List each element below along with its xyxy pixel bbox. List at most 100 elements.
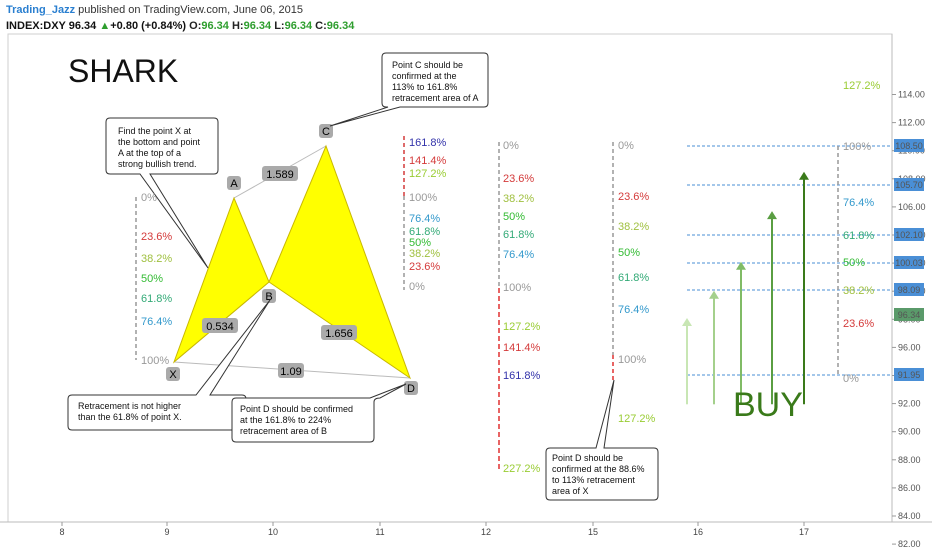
y-tick-label: 90.00: [898, 427, 921, 437]
symbol-line: INDEX:DXY 96.34 ▲+0.80 (+0.84%) O:96.34 …: [6, 20, 354, 32]
svg-text:50%: 50%: [409, 237, 431, 249]
svg-text:Find the point X at: Find the point X at: [118, 126, 192, 136]
fib-xa-retracement: 0% 23.6% 38.2% 50% 61.8% 76.4% 100%: [135, 192, 172, 367]
svg-text:at the 161.8% to 224%: at the 161.8% to 224%: [240, 415, 331, 425]
published-text: published on TradingView.com, June 06, 2…: [78, 4, 303, 16]
open-value: 96.34: [201, 20, 229, 32]
svg-text:50%: 50%: [141, 273, 163, 285]
svg-text:38.2%: 38.2%: [409, 248, 440, 260]
svg-text:100.03: 100.03: [895, 258, 923, 268]
svg-text:Point D should be confirmed: Point D should be confirmed: [240, 404, 353, 414]
fib-c-cluster: 161.8% 141.4% 127.2% 100% 76.4% 61.8% 50…: [403, 136, 447, 293]
point-b-label: B: [262, 289, 276, 303]
callout-point-d-b: Point D should be confirmed at the 161.8…: [231, 383, 407, 443]
fib-targets: 127.2% 100% 76.4% 61.8% 50% 38.2% 23.6% …: [843, 80, 881, 385]
point-d-label: D: [404, 381, 418, 395]
x-tick-label: 15: [588, 527, 598, 537]
svg-text:76.4%: 76.4%: [141, 316, 172, 328]
up-arrow-icon: [736, 261, 746, 270]
svg-text:confirmed at the: confirmed at the: [392, 71, 457, 81]
high-value: 96.34: [243, 20, 272, 32]
svg-text:X: X: [169, 369, 177, 381]
svg-text:100%: 100%: [141, 355, 169, 367]
y-tick-label: 88.00: [898, 455, 921, 465]
svg-text:retracement area of A: retracement area of A: [392, 93, 479, 103]
price-tag-100-03: 100.03: [894, 256, 924, 269]
price-tag-current: 96.34: [894, 308, 924, 321]
svg-text:105.70: 105.70: [895, 180, 923, 190]
svg-text:the bottom and point: the bottom and point: [118, 137, 201, 147]
svg-text:B: B: [265, 291, 272, 303]
symbol-name[interactable]: INDEX:DXY: [6, 20, 66, 32]
svg-text:Point C should be: Point C should be: [392, 60, 463, 70]
svg-text:1.09: 1.09: [280, 366, 301, 378]
svg-text:23.6%: 23.6%: [409, 261, 440, 273]
up-arrow-icon: [682, 318, 692, 327]
svg-text:confirmed at the 88.6%: confirmed at the 88.6%: [552, 464, 645, 474]
y-tick-label: 114.00: [898, 90, 925, 100]
point-x-label: X: [166, 367, 180, 381]
svg-text:50%: 50%: [618, 247, 640, 259]
price-tag-105-70: 105.70: [894, 178, 924, 191]
svg-text:0%: 0%: [503, 140, 519, 152]
svg-text:than the 61.8% of point X.: than the 61.8% of point X.: [78, 412, 182, 422]
svg-text:1.589: 1.589: [266, 169, 294, 181]
svg-text:retracement area of B: retracement area of B: [240, 426, 327, 436]
svg-text:91.95: 91.95: [898, 370, 921, 380]
svg-text:61.8%: 61.8%: [141, 293, 172, 305]
ratio-label-cd-bc: 1.656: [321, 325, 357, 340]
y-tick-label: 86.00: [898, 483, 921, 493]
publish-line: Trading_Jazz published on TradingView.co…: [6, 4, 303, 16]
svg-text:38.2%: 38.2%: [618, 221, 649, 233]
svg-text:61.8%: 61.8%: [618, 272, 649, 284]
price-tag-108-50: 108.50: [894, 139, 924, 152]
svg-text:100%: 100%: [409, 192, 437, 204]
svg-text:96.34: 96.34: [898, 310, 921, 320]
low-label: L:: [274, 20, 285, 32]
last-price: 96.34: [68, 20, 97, 32]
svg-text:161.8%: 161.8%: [503, 370, 541, 382]
close-value: 96.34: [326, 20, 355, 32]
svg-text:127.2%: 127.2%: [503, 321, 541, 333]
y-tick-label: 112.00: [898, 118, 925, 128]
callout-point-c: Point C should be confirmed at the 113% …: [329, 52, 489, 127]
low-value: 96.34: [284, 20, 313, 32]
x-axis-ticks: 8 9 10 11 12 15 16 17: [59, 522, 809, 537]
svg-text:100%: 100%: [618, 354, 646, 366]
svg-text:50%: 50%: [503, 211, 525, 223]
svg-text:76.4%: 76.4%: [503, 249, 534, 261]
svg-text:141.4%: 141.4%: [503, 342, 541, 354]
svg-text:102.10: 102.10: [895, 230, 923, 240]
buy-label: BUY: [733, 386, 803, 424]
x-tick-label: 8: [59, 527, 64, 537]
y-tick-label: 92.00: [898, 399, 921, 409]
svg-text:23.6%: 23.6%: [618, 191, 649, 203]
fib-bc-extension: 0% 23.6% 38.2% 50% 61.8% 76.4% 100% 127.…: [498, 140, 541, 475]
svg-text:141.4%: 141.4%: [409, 155, 447, 167]
svg-text:38.2%: 38.2%: [843, 285, 874, 297]
svg-text:area of X: area of X: [552, 486, 589, 496]
svg-text:127.2%: 127.2%: [409, 168, 447, 180]
svg-text:113% to 161.8%: 113% to 161.8%: [392, 82, 457, 92]
svg-text:38.2%: 38.2%: [503, 193, 534, 205]
point-a-label: A: [227, 176, 241, 190]
up-arrow-icon: ▲: [99, 20, 111, 32]
x-tick-label: 16: [693, 527, 703, 537]
x-tick-label: 9: [164, 527, 169, 537]
y-tick-label: 106.00: [898, 202, 926, 212]
svg-text:98.09: 98.09: [898, 285, 921, 295]
svg-text:76.4%: 76.4%: [618, 304, 649, 316]
point-c-label: C: [319, 124, 333, 138]
high-label: H:: [231, 20, 244, 32]
svg-text:0%: 0%: [141, 192, 157, 204]
up-arrow-icon: [799, 171, 809, 180]
svg-text:A: A: [230, 178, 238, 190]
svg-text:to 113% retracement: to 113% retracement: [552, 475, 635, 485]
buy-arrows: [682, 171, 809, 405]
svg-text:strong bullish trend.: strong bullish trend.: [118, 159, 197, 169]
x-tick-label: 10: [268, 527, 278, 537]
author-link[interactable]: Trading_Jazz: [6, 4, 76, 16]
svg-text:61.8%: 61.8%: [503, 229, 534, 241]
svg-text:108.50: 108.50: [895, 141, 923, 151]
